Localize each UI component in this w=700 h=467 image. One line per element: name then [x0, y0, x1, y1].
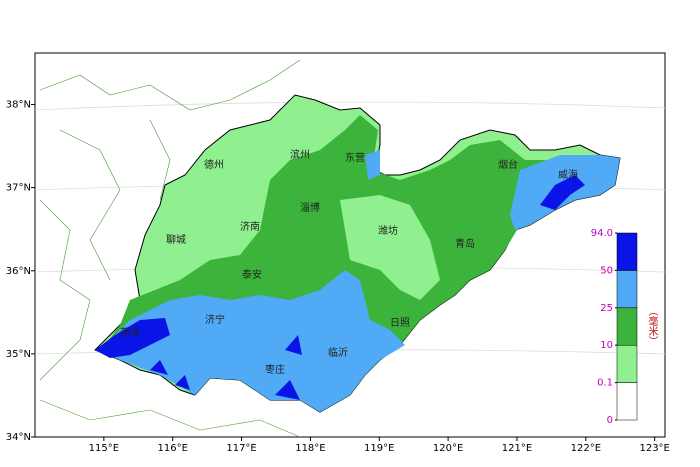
- x-tick-label: 121°E: [502, 443, 532, 454]
- rain-25-50-dongying: [365, 150, 380, 180]
- city-label: 菏泽: [120, 327, 140, 339]
- city-label: 东营: [345, 151, 365, 164]
- city-label: 济南: [240, 220, 260, 233]
- x-tick-label: 116°E: [158, 443, 188, 454]
- legend-label: 0.1: [597, 378, 613, 389]
- legend-swatch: [616, 270, 638, 309]
- y-tick-label: 35°N: [6, 349, 31, 360]
- city-label: 济宁: [205, 313, 225, 326]
- x-tick-label: 117°E: [226, 443, 256, 454]
- x-tick-label: 118°E: [295, 443, 325, 454]
- x-tick-label: 119°E: [364, 443, 394, 454]
- city-label: 枣庄: [265, 363, 285, 376]
- rain-50-plus-south: [150, 335, 302, 400]
- neighbor-borders: [39, 59, 301, 438]
- x-tick-label: 122°E: [571, 443, 601, 454]
- city-label: 淄博: [300, 201, 320, 214]
- city-labels: 德州 滨州 东营 烟台 威海 聊城 济南 淄博 潍坊 青岛 泰安 济宁 日照 临…: [120, 148, 578, 376]
- rain-50-plus: [95, 318, 170, 358]
- y-tick-label: 38°N: [6, 100, 31, 111]
- city-label: 日照: [390, 317, 410, 329]
- legend-swatch: [616, 382, 638, 421]
- city-label: 德州: [204, 158, 224, 171]
- city-label: 聊城: [166, 233, 186, 246]
- x-tick-label: 120°E: [433, 443, 463, 454]
- dynamic-layer: 115°E 116°E 117°E 118°E 119°E 120°E 121°E 122°E…: [6, 100, 670, 454]
- legend-swatch: [616, 344, 638, 383]
- city-label: 烟台: [498, 158, 518, 171]
- city-label: 威海: [558, 168, 578, 181]
- y-tick-label: 37°N: [6, 183, 31, 194]
- legend-label: 0: [607, 415, 613, 426]
- legend-label: 25: [600, 303, 613, 314]
- legend-label: 10: [600, 340, 613, 351]
- y-tick-label: 36°N: [6, 266, 31, 277]
- y-tick-label: 34°N: [6, 432, 31, 443]
- rain-25-50: [100, 270, 405, 412]
- rain-50-plus-east: [540, 175, 585, 210]
- legend-swatch: [616, 232, 638, 271]
- city-label: 青岛: [455, 237, 475, 250]
- legend-title: （毫米）: [646, 306, 658, 346]
- rain-light-patch: [340, 195, 440, 300]
- x-tick-label: 115°E: [89, 443, 119, 454]
- city-label: 泰安: [242, 268, 262, 281]
- legend-swatch: [616, 307, 638, 346]
- x-tick-label: 123°E: [639, 443, 669, 454]
- legend-label: 94.0: [591, 228, 613, 239]
- city-label: 潍坊: [378, 224, 398, 237]
- legend-label: 50: [600, 265, 613, 276]
- city-label: 滨州: [290, 148, 310, 161]
- city-label: 临沂: [328, 346, 348, 359]
